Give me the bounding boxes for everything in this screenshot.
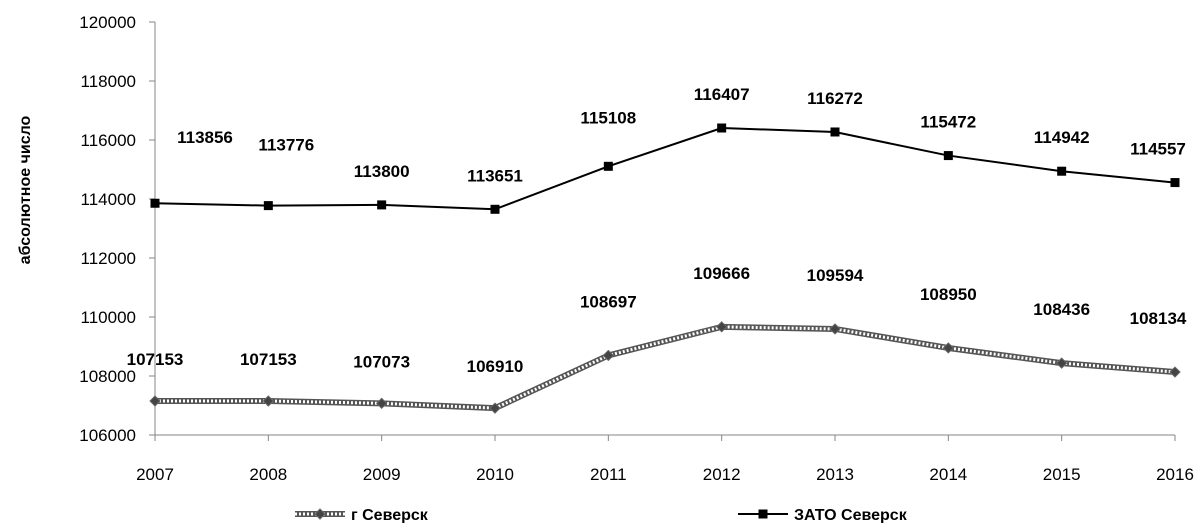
data-point xyxy=(602,349,615,362)
y-tick-label: 112000 xyxy=(81,249,136,268)
legend-label: ЗАТО Северск xyxy=(794,507,908,523)
data-point xyxy=(942,342,955,354)
y-tick-label: 108000 xyxy=(79,367,136,386)
data-label: 113856 xyxy=(177,128,233,147)
x-tick-label: 2007 xyxy=(136,465,174,484)
data-point xyxy=(149,395,161,407)
x-tick-label: 2009 xyxy=(363,465,401,484)
data-point xyxy=(943,151,953,161)
y-tick-label: 118000 xyxy=(81,72,136,91)
data-point xyxy=(830,127,840,137)
x-tick-label: 2013 xyxy=(816,465,854,484)
x-tick-label: 2008 xyxy=(249,465,287,484)
series-group xyxy=(149,123,1181,414)
data-point xyxy=(715,321,728,333)
data-point xyxy=(489,402,501,414)
legend: г Северск ЗАТО Северск xyxy=(295,507,908,524)
data-point xyxy=(263,201,273,211)
data-label: 114557 xyxy=(1130,140,1186,159)
legend-marker xyxy=(758,509,768,519)
x-tick-label: 2011 xyxy=(590,465,627,484)
series-line-outline-g-seversk xyxy=(155,323,1176,412)
y-tick-label: 116000 xyxy=(81,131,136,150)
data-label: 109666 xyxy=(693,264,750,283)
y-tick-label: 106000 xyxy=(79,426,136,445)
data-point xyxy=(377,200,387,210)
data-point xyxy=(1169,366,1181,378)
data-point xyxy=(829,323,841,335)
axes-group: 106000 108000 110000 112000 114000 116000 1180… xyxy=(79,13,1194,484)
legend-marker xyxy=(314,508,326,520)
series-g-seversk xyxy=(149,321,1181,414)
y-tick-label: 114000 xyxy=(81,190,136,209)
data-label: 116407 xyxy=(694,85,750,104)
data-label: 109594 xyxy=(807,266,864,285)
data-point xyxy=(717,123,727,133)
x-tick-label: 2015 xyxy=(1043,465,1081,484)
x-tick-label: 2010 xyxy=(476,465,514,484)
x-tick-label: 2014 xyxy=(929,465,967,484)
data-label: 115472 xyxy=(920,113,976,132)
x-tick-label: 2012 xyxy=(703,465,741,484)
data-label: 113800 xyxy=(354,162,410,181)
y-tick-label: 110000 xyxy=(81,308,136,327)
data-point xyxy=(1057,166,1067,176)
data-point xyxy=(1055,357,1068,369)
data-label: 108436 xyxy=(1033,300,1090,319)
data-labels-group: 107153 107153 107073 106910 108697 109666 1095… xyxy=(127,85,1187,376)
y-axis-label: абсолютное число xyxy=(17,115,34,264)
data-label: 113776 xyxy=(258,136,314,155)
data-label: 107073 xyxy=(353,352,410,371)
data-label: 106910 xyxy=(467,357,524,376)
data-label: 107153 xyxy=(240,350,297,369)
data-point xyxy=(603,161,613,171)
data-label: 107153 xyxy=(127,350,184,369)
data-point xyxy=(150,198,160,208)
series-line-zato-seversk xyxy=(154,126,1176,211)
data-label: 114942 xyxy=(1034,128,1090,147)
data-label: 108950 xyxy=(920,285,977,304)
series-zato-seversk xyxy=(150,123,1180,214)
legend-label: г Северск xyxy=(351,507,429,523)
y-tick-label: 120000 xyxy=(79,13,136,32)
data-point xyxy=(490,204,500,214)
data-label: 113651 xyxy=(467,166,523,185)
data-point xyxy=(262,395,275,407)
x-tick-label: 2016 xyxy=(1156,465,1194,484)
data-label: 115108 xyxy=(580,108,636,127)
data-point xyxy=(375,397,388,410)
data-label: 108134 xyxy=(1130,309,1187,328)
data-point xyxy=(1170,178,1180,188)
data-label: 108697 xyxy=(580,292,637,311)
data-label: 116272 xyxy=(807,89,863,108)
